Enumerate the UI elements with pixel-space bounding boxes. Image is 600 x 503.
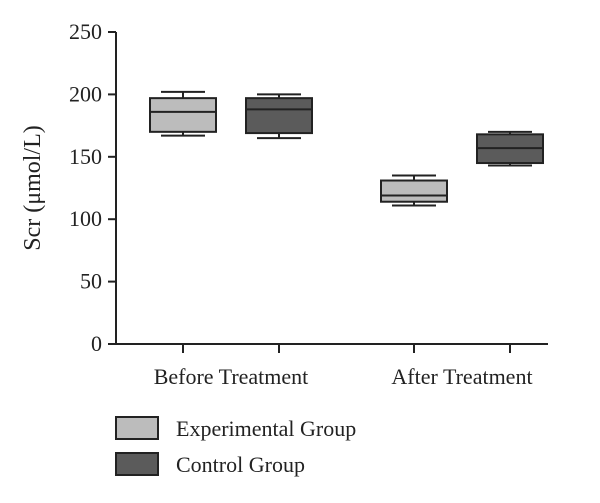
boxes	[149, 90, 544, 207]
y-tick-label: 150	[69, 144, 102, 169]
y-axis-label: Scr (μmol/L)	[20, 125, 46, 251]
y-ticks: 0 50 100 150 200 250	[69, 19, 116, 356]
x-tick-label: After Treatment	[391, 364, 532, 389]
x-tick-label: Before Treatment	[154, 364, 309, 389]
box-iqr	[245, 97, 313, 135]
y-tick-label: 200	[69, 81, 102, 106]
axes	[115, 32, 548, 345]
legend: Experimental Group Control Group	[115, 416, 356, 477]
y-tick-label: 100	[69, 206, 102, 231]
box-experimental-group-1	[380, 174, 448, 207]
box-iqr	[149, 97, 217, 133]
y-tick-label: 0	[91, 331, 102, 356]
box-iqr	[380, 179, 448, 203]
box-control-group-0	[245, 93, 313, 140]
legend-label: Control Group	[176, 452, 305, 477]
legend-swatch	[115, 416, 159, 440]
legend-swatch	[115, 452, 159, 476]
x-ticks: Before Treatment After Treatment	[154, 344, 533, 389]
legend-label: Experimental Group	[176, 416, 356, 441]
box-experimental-group-0	[149, 90, 217, 137]
y-tick-label: 50	[80, 269, 102, 294]
y-tick-label: 250	[69, 19, 102, 44]
box-control-group-1	[476, 130, 544, 167]
